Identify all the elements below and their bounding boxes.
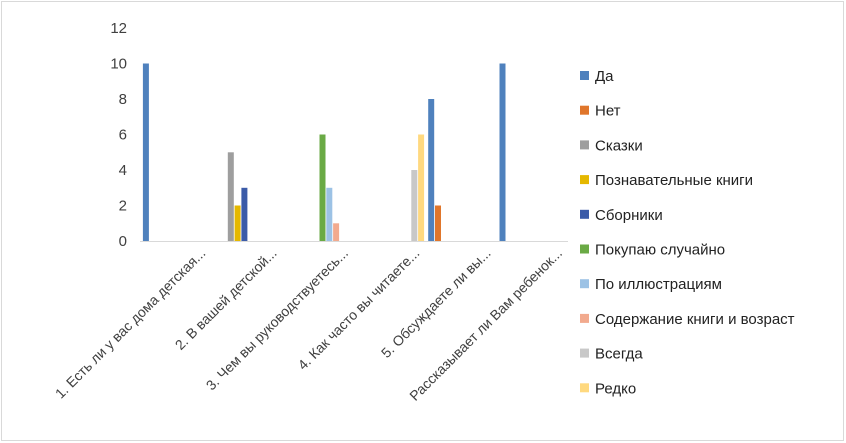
legend-swatch (580, 105, 589, 115)
legend-swatch (580, 348, 589, 358)
bar (333, 223, 340, 242)
legend-label: Сборники (595, 207, 663, 224)
legend-label: Сказки (595, 137, 643, 154)
y-tick-label: 4 (119, 162, 127, 179)
legend-label: Содержание книги и возраст (595, 311, 795, 328)
x-tick-label: 1. Есть ли у вас дома детская... (52, 245, 209, 402)
legend-swatch (580, 313, 589, 323)
x-axis: 1. Есть ли у вас дома детская...2. В ваш… (52, 241, 568, 404)
bar (234, 205, 241, 241)
legend-label: Всегда (595, 346, 643, 363)
legend-label: Покупаю случайно (595, 242, 725, 259)
x-tick-label: Рассказывает ли Вам ребенок... (406, 245, 565, 404)
y-tick-label: 6 (119, 127, 127, 144)
bar (142, 63, 149, 241)
legend-label: По иллюстрациям (595, 276, 722, 293)
legend-swatch (580, 71, 589, 80)
y-tick-label: 8 (119, 91, 127, 108)
legend-swatch (580, 140, 589, 150)
legend-swatch (580, 209, 589, 219)
legend-swatch (580, 279, 589, 289)
bar (326, 187, 333, 242)
legend-label: Редко (595, 380, 636, 397)
bar (241, 187, 248, 242)
bar (227, 152, 234, 242)
bar (428, 99, 435, 241)
x-tick-label: 4. Как часто вы читаете... (294, 245, 422, 373)
x-tick-label: 3. Чем вы руководствуетесь... (203, 245, 351, 393)
bar (418, 134, 425, 241)
legend-label: Познавательные книги (595, 172, 753, 189)
legend-swatch (580, 244, 589, 254)
legend-label: Да (595, 68, 614, 85)
bar (435, 205, 441, 241)
y-tick-label: 0 (119, 233, 127, 250)
bars (142, 63, 506, 242)
bar (411, 170, 418, 241)
y-tick-label: 12 (110, 20, 127, 37)
y-tick-label: 2 (119, 198, 127, 215)
bar (319, 134, 326, 241)
legend-label: Нет (595, 103, 621, 120)
legend: Да Нет Сказки Познавательные книги Сборники П… (580, 68, 795, 397)
legend-swatch (580, 383, 589, 393)
bar (499, 63, 506, 241)
y-tick-label: 10 (110, 56, 127, 73)
y-axis: 0 2 4 6 8 10 12 (110, 20, 127, 250)
legend-swatch (580, 175, 589, 185)
